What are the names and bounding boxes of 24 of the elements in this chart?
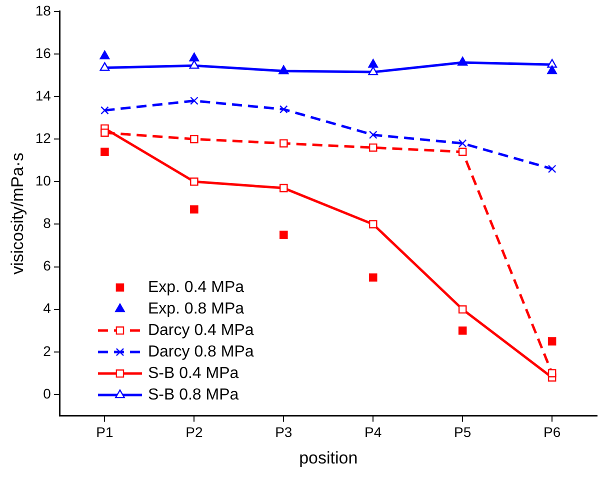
y-tick-label: 18 <box>35 2 52 18</box>
legend-label: Exp. 0.4 MPa <box>148 278 244 296</box>
x-tick-label: P1 <box>96 424 114 440</box>
y-tick-label: 6 <box>43 258 52 274</box>
x-tick-label: P4 <box>364 424 382 440</box>
y-tick-label: 8 <box>43 215 52 232</box>
y-tick-label: 4 <box>43 300 52 316</box>
legend-label: S-B 0.4 MPa <box>148 364 239 382</box>
x-tick-label: P6 <box>544 424 561 440</box>
legend-label: Darcy 0.4 MPa <box>148 322 254 339</box>
y-tick-label: 0 <box>43 385 52 402</box>
x-tick-label: P3 <box>275 424 292 440</box>
x-axis-title: position <box>299 448 358 468</box>
legend-label: Darcy 0.8 MPa <box>148 343 254 360</box>
y-tick-label: 16 <box>35 44 52 61</box>
x-tick-label: P2 <box>186 424 203 440</box>
y-axis-title: visicosity/mPa·s <box>8 152 27 275</box>
legend-label: Exp. 0.8 MPa <box>148 300 244 318</box>
y-tick-label: 2 <box>43 342 52 359</box>
y-tick-label: 14 <box>35 87 52 104</box>
y-tick-label: 12 <box>35 130 52 146</box>
legend-label: S-B 0.8 MPa <box>148 386 239 404</box>
y-tick-label: 10 <box>35 172 52 189</box>
x-tick-label: P5 <box>454 424 472 440</box>
